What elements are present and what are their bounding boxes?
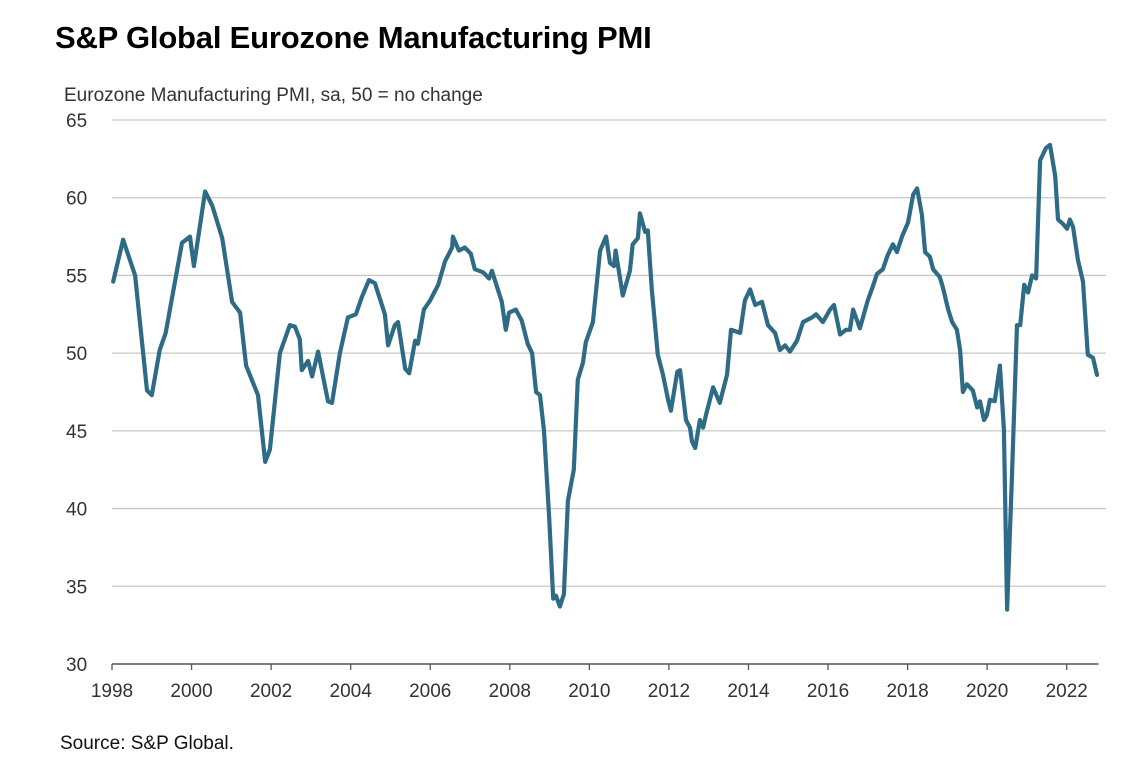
x-tick-label: 2022 (1046, 681, 1088, 702)
x-tick-label: 2006 (409, 681, 451, 702)
y-tick-label: 45 (66, 422, 87, 443)
x-tick-label: 2020 (966, 681, 1008, 702)
y-tick-label: 50 (66, 344, 87, 365)
series-layer (111, 142, 1100, 612)
chart-subtitle: Eurozone Manufacturing PMI, sa, 50 = no … (64, 85, 483, 106)
x-axis: 1998 2000 2002 2004 2006 2008 2010 2012 2014 2016… (91, 663, 1099, 702)
source-note: Source: S&P Global. (60, 733, 234, 754)
y-axis-tick-labels: 30 35 40 45 50 55 60 65 (66, 111, 87, 676)
x-tick-label: 2012 (648, 681, 690, 702)
x-tick-label: 2000 (170, 681, 212, 702)
y-tick-label: 65 (66, 111, 87, 132)
x-tick-label: 2018 (886, 681, 928, 702)
x-tick-label: 2014 (727, 681, 770, 702)
x-tick-label: 2004 (330, 681, 373, 702)
gridlines (112, 119, 1106, 587)
page-title: S&P Global Eurozone Manufacturing PMI (55, 20, 652, 55)
x-tick-label: 2016 (807, 681, 849, 702)
x-tick-label: 2008 (489, 681, 531, 702)
x-tick-label: 2010 (568, 681, 610, 702)
y-tick-label: 55 (66, 266, 87, 287)
y-tick-label: 40 (66, 500, 87, 521)
x-tick-label: 1998 (91, 681, 133, 702)
y-tick-label: 30 (66, 655, 87, 676)
x-tick-label: 2002 (250, 681, 292, 702)
y-tick-label: 35 (66, 577, 87, 598)
series-line-pmi (111, 142, 1100, 612)
y-tick-label: 60 (66, 189, 87, 210)
